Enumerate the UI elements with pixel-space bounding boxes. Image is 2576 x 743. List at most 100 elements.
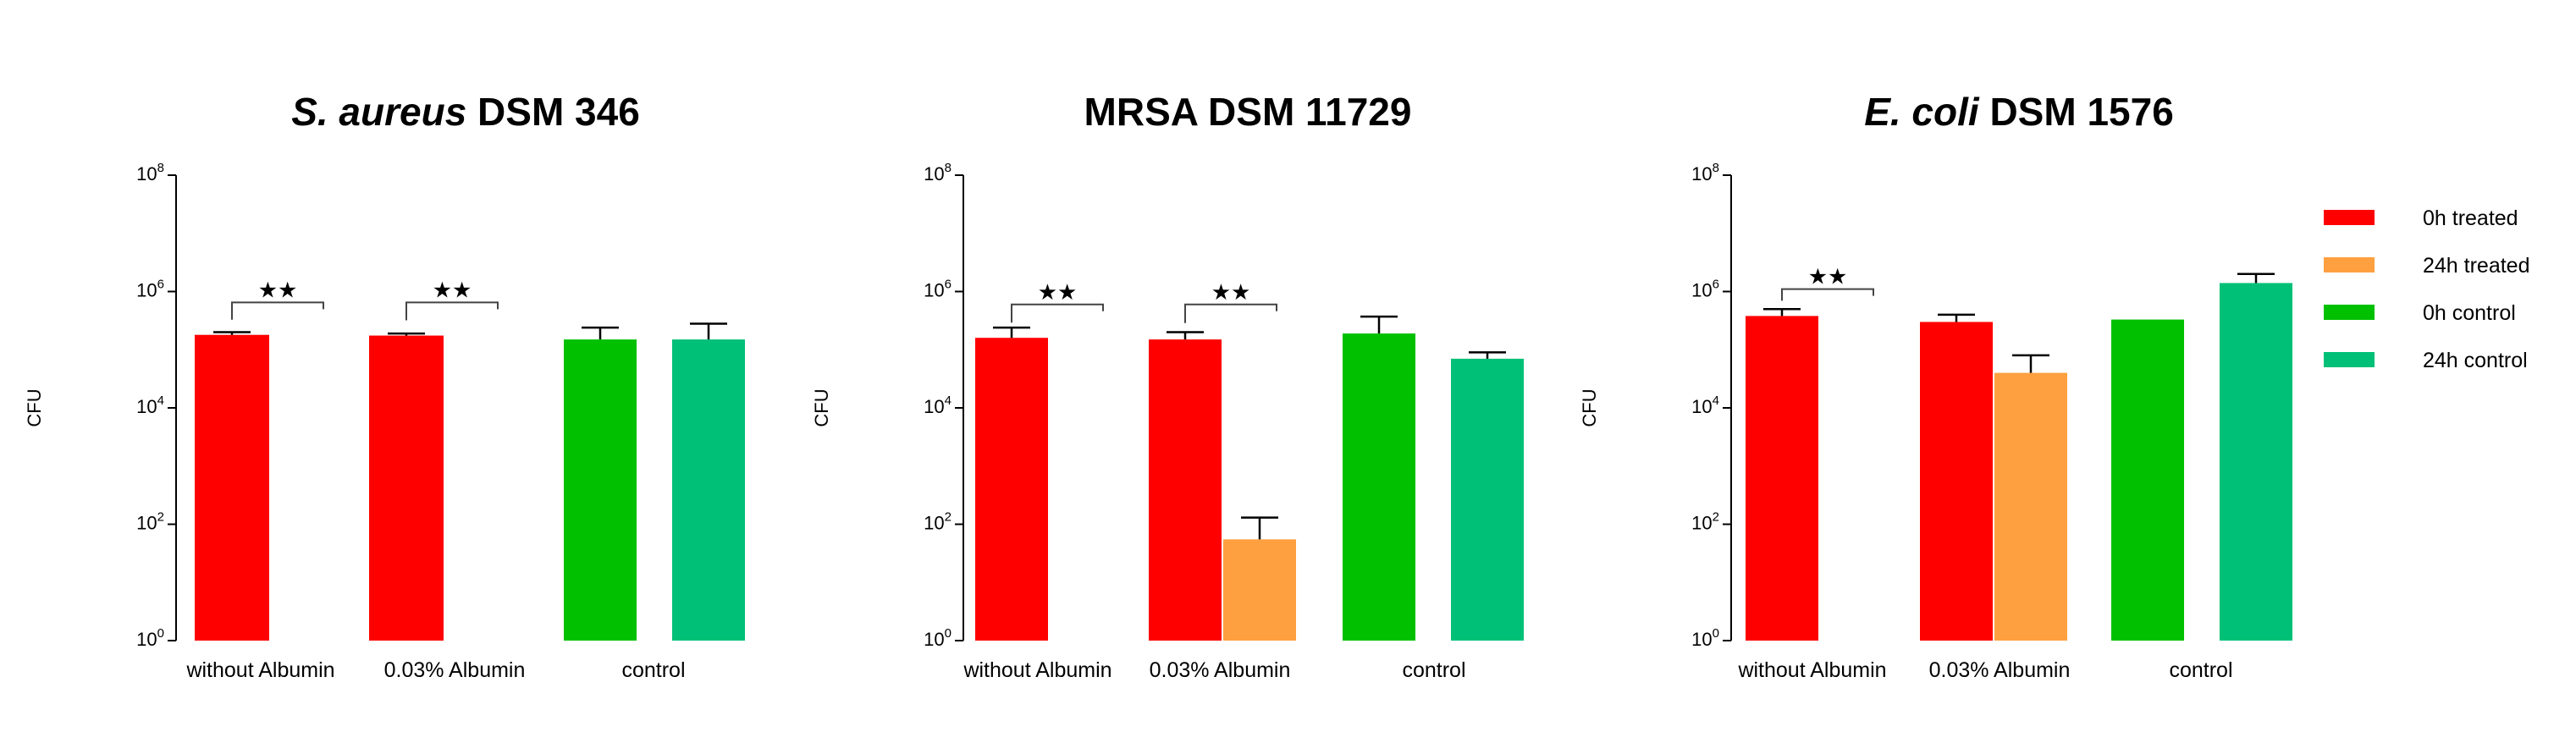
- y-tick-exponent: 6: [157, 278, 164, 292]
- y-tick-exponent: 8: [157, 161, 164, 175]
- y-tick-label: 106: [924, 278, 952, 301]
- legend-label: 0h control: [2423, 301, 2516, 325]
- legend-label: 24h treated: [2423, 254, 2530, 278]
- chart-panel-3: E. coli DSM 1576100102104106108CFUwithou…: [1579, 90, 2292, 682]
- y-tick-base: 10: [1691, 513, 1712, 534]
- y-tick-exponent: 6: [1713, 278, 1719, 292]
- significance-stars: ★★: [1808, 265, 1848, 290]
- category-label: without Albumin: [1737, 658, 1886, 682]
- y-tick-exponent: 6: [945, 278, 952, 292]
- legend-label: 0h treated: [2423, 206, 2518, 230]
- y-tick-label: 100: [924, 626, 952, 650]
- chart-title-part: S. aureus: [291, 90, 466, 134]
- bar-0h-treated: [369, 335, 444, 641]
- chart-panels: S. aureus DSM 346100102104106108CFUwitho…: [24, 90, 2292, 682]
- legend-swatch: [2324, 305, 2375, 320]
- legend-swatch: [2324, 257, 2375, 272]
- y-tick-label: 106: [136, 278, 164, 301]
- bar-24h-treated: [1223, 539, 1296, 641]
- y-tick-base: 10: [1691, 163, 1712, 184]
- y-tick-label: 102: [136, 510, 164, 534]
- y-tick-base: 10: [136, 396, 157, 417]
- legend-label: 24h control: [2423, 349, 2528, 372]
- y-tick-exponent: 8: [1713, 161, 1719, 175]
- y-tick-base: 10: [924, 280, 944, 301]
- bar-0h-treated: [1920, 322, 1993, 641]
- y-tick-exponent: 2: [1713, 510, 1719, 525]
- y-tick-exponent: 2: [945, 510, 952, 525]
- y-tick-base: 10: [1691, 396, 1712, 417]
- y-tick-label: 108: [924, 161, 952, 184]
- category-label: without Albumin: [963, 658, 1111, 682]
- bar-0h-control: [2111, 319, 2184, 641]
- chart-panel-2: MRSA DSM 11729100102104106108CFUwithout …: [811, 90, 1524, 682]
- significance-bracket: [405, 301, 499, 321]
- y-tick-exponent: 2: [157, 510, 164, 525]
- bar-24h-control: [1451, 358, 1524, 641]
- y-tick-label: 108: [1691, 161, 1719, 184]
- significance-bracket: [231, 301, 324, 320]
- y-tick-base: 10: [924, 396, 944, 417]
- legend-swatch: [2324, 352, 2375, 367]
- bar-24h-treated: [1994, 372, 2067, 641]
- y-tick-base: 10: [1691, 629, 1712, 650]
- chart-panel-1: S. aureus DSM 346100102104106108CFUwitho…: [24, 90, 745, 682]
- y-tick-label: 106: [1691, 278, 1719, 301]
- y-tick-exponent: 4: [945, 394, 952, 408]
- category-label: 0.03% Albumin: [1929, 658, 2071, 682]
- y-axis-label: CFU: [811, 388, 832, 427]
- y-axis-label: CFU: [24, 388, 45, 427]
- bar-0h-treated: [975, 338, 1048, 641]
- y-tick-base: 10: [924, 163, 944, 184]
- y-axis-label: CFU: [1579, 388, 1600, 427]
- bar-24h-control: [672, 339, 745, 641]
- significance-bracket: [1184, 303, 1277, 323]
- category-label: without Albumin: [185, 658, 334, 682]
- bar-0h-treated: [1149, 339, 1222, 641]
- chart-title: MRSA DSM 11729: [1084, 90, 1412, 134]
- y-tick-exponent: 0: [1713, 626, 1719, 641]
- bar-0h-control: [564, 339, 637, 641]
- bar-24h-control: [2220, 283, 2292, 641]
- y-tick-base: 10: [136, 513, 157, 534]
- significance-stars: ★★: [1211, 280, 1251, 305]
- y-tick-base: 10: [136, 280, 157, 301]
- y-tick-label: 100: [136, 626, 164, 650]
- category-label: 0.03% Albumin: [384, 658, 526, 682]
- chart-title-part: DSM 346: [466, 90, 640, 134]
- bar-0h-control: [1343, 333, 1415, 641]
- bar-0h-treated: [195, 334, 269, 641]
- chart-title: S. aureus DSM 346: [291, 90, 640, 134]
- chart-title-part: DSM 1576: [1979, 90, 2174, 134]
- significance-bracket: [1781, 288, 1874, 301]
- y-tick-label: 100: [1691, 626, 1719, 650]
- y-tick-exponent: 0: [945, 626, 952, 641]
- y-tick-base: 10: [136, 163, 157, 184]
- category-label: control: [1402, 658, 1465, 682]
- y-tick-base: 10: [924, 513, 944, 534]
- y-tick-base: 10: [1691, 280, 1712, 301]
- y-tick-label: 104: [1691, 394, 1719, 417]
- significance-stars: ★★: [258, 278, 298, 303]
- chart-title-part: MRSA DSM 11729: [1084, 90, 1412, 134]
- y-tick-label: 104: [136, 394, 164, 417]
- significance-bracket: [1011, 303, 1104, 323]
- chart-title-part: E. coli: [1864, 90, 1980, 134]
- legend: 0h treated 24h treated 0h control 24h contr…: [2324, 206, 2530, 372]
- y-tick-label: 102: [1691, 510, 1719, 534]
- y-tick-label: 108: [136, 161, 164, 184]
- category-label: control: [621, 658, 685, 682]
- y-tick-exponent: 4: [1713, 394, 1719, 408]
- significance-stars: ★★: [1038, 280, 1078, 305]
- y-tick-label: 104: [924, 394, 952, 417]
- legend-swatch: [2324, 210, 2375, 225]
- bar-0h-treated: [1746, 316, 1818, 641]
- y-tick-base: 10: [924, 629, 944, 650]
- y-tick-base: 10: [136, 629, 157, 650]
- y-tick-label: 102: [924, 510, 952, 534]
- y-tick-exponent: 8: [945, 161, 952, 175]
- chart-title: E. coli DSM 1576: [1864, 90, 2174, 134]
- significance-stars: ★★: [433, 278, 472, 303]
- y-tick-exponent: 0: [157, 626, 164, 641]
